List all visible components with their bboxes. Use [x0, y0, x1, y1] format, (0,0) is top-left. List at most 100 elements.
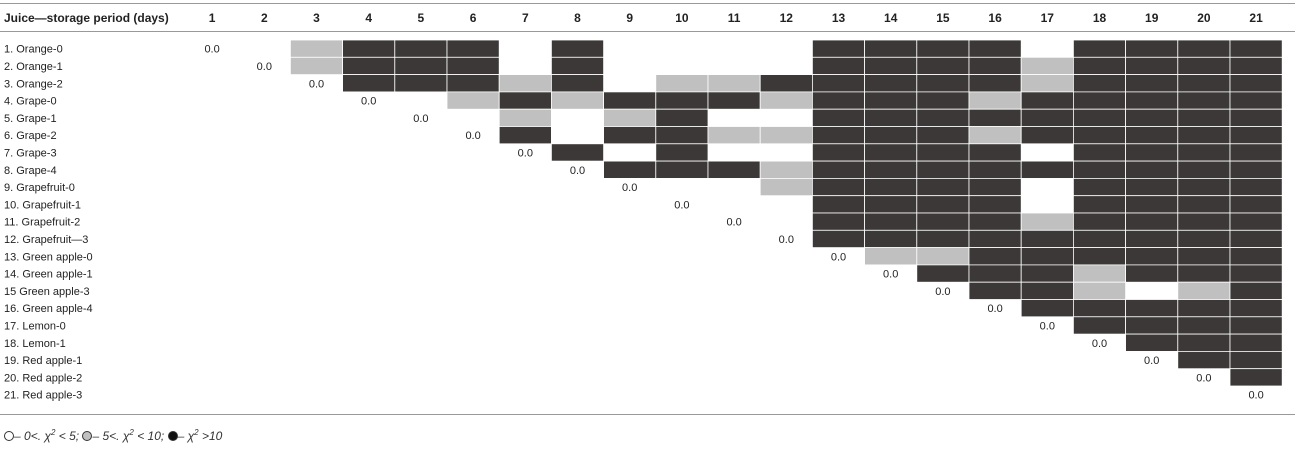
heatmap-cell	[968, 264, 1022, 283]
row-label: 8. Grape-4	[4, 165, 57, 177]
heatmap-cell	[1020, 108, 1074, 127]
heatmap-cell	[968, 56, 1022, 75]
heatmap-cell	[1125, 74, 1179, 93]
row-label: 11. Grapefruit-2	[4, 217, 80, 229]
heatmap-cell	[968, 91, 1022, 110]
heatmap-cell	[864, 247, 918, 266]
heatmap-cell	[864, 143, 918, 162]
heatmap-cell	[603, 108, 657, 127]
row-label: 20. Red apple-2	[4, 372, 82, 384]
heatmap-cell	[1177, 126, 1231, 145]
heatmap-cell	[446, 56, 500, 75]
legend-text-4: < 10;	[137, 429, 165, 443]
heatmap-cell	[759, 160, 813, 179]
heatmap-cell	[1125, 39, 1179, 58]
heatmap-cell	[1177, 316, 1231, 335]
heatmap-cell	[603, 160, 657, 179]
heatmap-cell	[864, 56, 918, 75]
heatmap-cell	[759, 91, 813, 110]
heatmap-cell	[916, 56, 970, 75]
heatmap-cell	[1229, 368, 1283, 387]
heatmap-cell	[864, 229, 918, 249]
diagonal-label: 0.0	[257, 61, 272, 73]
heatmap-cell	[916, 247, 970, 266]
heatmap-cell	[864, 39, 918, 58]
heatmap-cell	[1073, 91, 1127, 110]
diagonal-label: 0.0	[1040, 320, 1055, 332]
heatmap-cell	[1229, 74, 1283, 93]
diagonal-label: 0.0	[831, 251, 846, 263]
heatmap-cell	[968, 229, 1022, 249]
heatmap-cell	[446, 74, 500, 93]
heatmap-cell	[394, 39, 448, 58]
heatmap-cell	[1229, 264, 1283, 283]
heatmap-cell	[1125, 316, 1179, 335]
heatmap-cell	[1229, 108, 1283, 127]
column-header: 21	[1249, 11, 1263, 25]
column-header: 2	[261, 11, 268, 25]
heatmap-cell	[1177, 108, 1231, 127]
heatmap-cell	[968, 108, 1022, 127]
heatmap-cell	[1073, 299, 1127, 318]
column-header: 18	[1093, 11, 1107, 25]
heatmap-cell	[498, 91, 552, 110]
heatmap-cell	[1125, 108, 1179, 127]
legend-dash-2: –	[92, 429, 100, 443]
diagonal-label: 0.0	[1196, 372, 1211, 384]
column-header: 19	[1145, 11, 1159, 25]
heatmap-cell	[446, 91, 500, 110]
heatmap-cell	[916, 39, 970, 58]
diagonal-label: 0.0	[204, 44, 219, 56]
heatmap-cell	[1125, 195, 1179, 214]
heatmap-cell	[1073, 160, 1127, 179]
heatmap-cell	[812, 91, 866, 110]
heatmap-cell	[1020, 229, 1074, 249]
column-header: 12	[780, 11, 794, 25]
heatmap-cell	[968, 212, 1022, 231]
heatmap-cell	[916, 212, 970, 231]
column-header: 8	[574, 11, 581, 25]
heatmap-cell	[655, 74, 709, 93]
heatmap-cell	[1020, 91, 1074, 110]
legend-sup-1: 2	[50, 428, 56, 437]
heatmap-cell	[759, 177, 813, 197]
heatmap-cell	[1073, 143, 1127, 162]
heatmap-cell	[603, 91, 657, 110]
heatmap-cell	[968, 281, 1022, 300]
heatmap-cell	[551, 143, 605, 162]
row-label: 9. Grapefruit-0	[4, 182, 75, 194]
heatmap-cell	[551, 39, 605, 58]
diagonal-label: 0.0	[361, 96, 376, 108]
row-label: 19. Red apple-1	[4, 355, 82, 367]
heatmap-cell	[812, 160, 866, 179]
heatmap-cell	[1229, 91, 1283, 110]
heatmap-cell	[1229, 212, 1283, 231]
heatmap-cell	[1177, 74, 1231, 93]
heatmap-cell	[812, 195, 866, 214]
heatmap-cell	[498, 108, 552, 127]
heatmap-cell	[655, 160, 709, 179]
row-label: 1. Orange-0	[4, 44, 63, 56]
heatmap-cell	[1125, 212, 1179, 231]
legend-text-2: < 5;	[58, 429, 80, 443]
row-label: 3. Orange-2	[4, 78, 63, 90]
row-label: 6. Grape-2	[4, 130, 57, 142]
legend-grey-dot	[82, 431, 93, 441]
legend-chi-3: χ	[187, 429, 195, 443]
heatmap-cell	[1125, 299, 1179, 318]
heatmap-cell	[1073, 281, 1127, 300]
heatmap-cell	[864, 160, 918, 179]
heatmap-cell	[1073, 74, 1127, 93]
column-header: 6	[470, 11, 477, 25]
heatmap-cell	[1125, 56, 1179, 75]
diagonal-label: 0.0	[1092, 338, 1107, 350]
heatmap-cell	[289, 39, 343, 58]
heatmap-cell	[968, 143, 1022, 162]
heatmap-cell	[812, 177, 866, 197]
row-label: 18. Lemon-1	[4, 338, 66, 350]
heatmap-cell	[1229, 177, 1283, 197]
row-label: 21. Red apple-3	[4, 390, 82, 402]
diagonal-label: 0.0	[465, 130, 480, 142]
diagonal-label: 0.0	[883, 269, 898, 281]
